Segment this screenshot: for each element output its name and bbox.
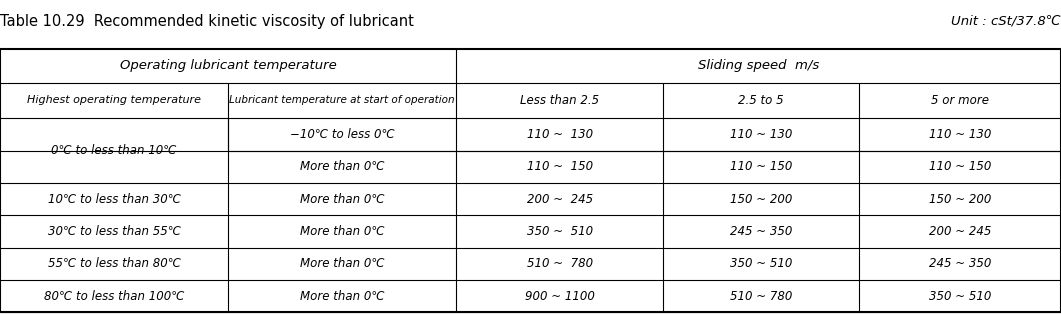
Text: 110 ~ 130: 110 ~ 130	[730, 128, 793, 141]
Text: More than 0℃: More than 0℃	[300, 160, 384, 173]
Text: More than 0℃: More than 0℃	[300, 257, 384, 270]
Text: 510 ~  780: 510 ~ 780	[526, 257, 593, 270]
Text: 10℃ to less than 30℃: 10℃ to less than 30℃	[48, 193, 180, 206]
Text: Highest operating temperature: Highest operating temperature	[28, 95, 201, 106]
Text: 2.5 to 5: 2.5 to 5	[738, 94, 784, 107]
Text: 110 ~ 130: 110 ~ 130	[929, 128, 991, 141]
Text: 110 ~  150: 110 ~ 150	[526, 160, 593, 173]
Text: Sliding speed  m/s: Sliding speed m/s	[698, 59, 819, 72]
Text: 245 ~ 350: 245 ~ 350	[730, 225, 793, 238]
Text: Operating lubricant temperature: Operating lubricant temperature	[120, 59, 336, 72]
Text: 510 ~ 780: 510 ~ 780	[730, 290, 793, 303]
Text: More than 0℃: More than 0℃	[300, 290, 384, 303]
Text: 350 ~ 510: 350 ~ 510	[929, 290, 991, 303]
Text: 5 or more: 5 or more	[932, 94, 989, 107]
Text: 30℃ to less than 55℃: 30℃ to less than 55℃	[48, 225, 180, 238]
Text: 110 ~ 150: 110 ~ 150	[730, 160, 793, 173]
Text: 80℃ to less than 100℃: 80℃ to less than 100℃	[44, 290, 185, 303]
Text: Table 10.29  Recommended kinetic viscosity of lubricant: Table 10.29 Recommended kinetic viscosit…	[0, 14, 414, 29]
Text: 245 ~ 350: 245 ~ 350	[929, 257, 991, 270]
Text: Unit : cSt/37.8℃: Unit : cSt/37.8℃	[952, 14, 1061, 27]
Text: 350 ~  510: 350 ~ 510	[526, 225, 593, 238]
Text: 900 ~ 1100: 900 ~ 1100	[525, 290, 594, 303]
Text: 200 ~ 245: 200 ~ 245	[929, 225, 991, 238]
Text: 110 ~  130: 110 ~ 130	[526, 128, 593, 141]
Text: 110 ~ 150: 110 ~ 150	[929, 160, 991, 173]
Text: 350 ~ 510: 350 ~ 510	[730, 257, 793, 270]
Text: 150 ~ 200: 150 ~ 200	[929, 193, 991, 206]
Text: −10℃ to less 0℃: −10℃ to less 0℃	[290, 128, 395, 141]
Text: More than 0℃: More than 0℃	[300, 193, 384, 206]
Text: More than 0℃: More than 0℃	[300, 225, 384, 238]
Text: Less than 2.5: Less than 2.5	[520, 94, 599, 107]
Text: 150 ~ 200: 150 ~ 200	[730, 193, 793, 206]
Text: 55℃ to less than 80℃: 55℃ to less than 80℃	[48, 257, 180, 270]
Text: Lubricant temperature at start of operation: Lubricant temperature at start of operat…	[229, 95, 455, 106]
Text: 0℃ to less than 10℃: 0℃ to less than 10℃	[51, 144, 177, 157]
Text: 200 ~  245: 200 ~ 245	[526, 193, 593, 206]
